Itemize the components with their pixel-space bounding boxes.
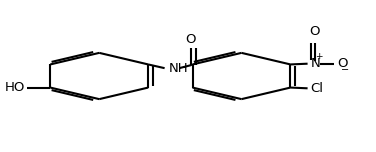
Text: O: O bbox=[337, 57, 348, 70]
Text: N: N bbox=[311, 57, 320, 70]
Text: O: O bbox=[186, 33, 196, 46]
Text: HO: HO bbox=[5, 81, 25, 94]
Text: −: − bbox=[341, 65, 349, 75]
Text: Cl: Cl bbox=[311, 82, 323, 95]
Text: NH: NH bbox=[168, 62, 188, 75]
Text: O: O bbox=[309, 25, 320, 38]
Text: +: + bbox=[315, 52, 322, 61]
